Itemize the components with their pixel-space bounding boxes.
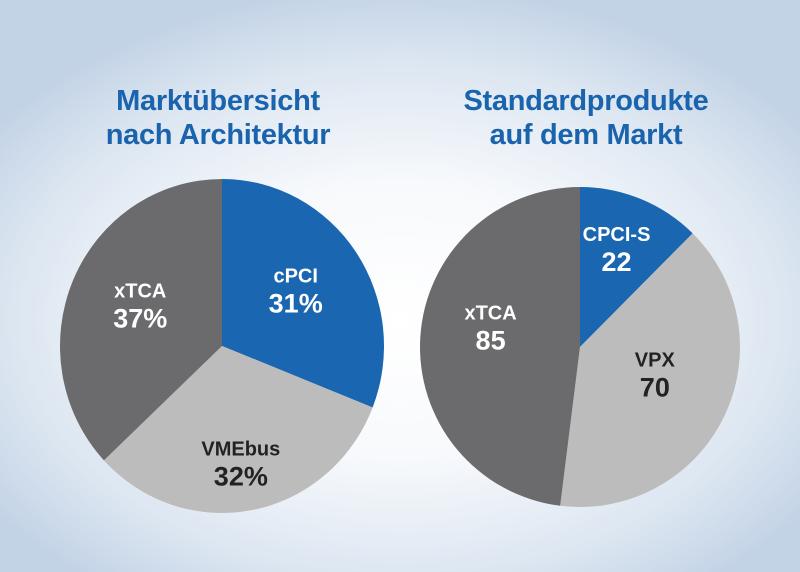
- slice-label-cpci-s: CPCI-S 22: [583, 224, 651, 277]
- slice-value: 31%: [269, 288, 323, 318]
- slice-value: 37%: [113, 304, 167, 334]
- slice-label-vpx: VPX 70: [635, 349, 676, 402]
- chart-title-line-1: Standardprodukte: [463, 85, 709, 117]
- pie-slice-xtca: [60, 179, 223, 461]
- slice-value: 32%: [214, 462, 268, 492]
- chart-title: Standardprodukte auf dem Markt: [400, 84, 772, 152]
- pie-slice-cpci: [222, 179, 384, 408]
- slice-label-xtca: xTCA 37%: [113, 281, 167, 334]
- chart-title-line-1: Marktübersicht: [116, 85, 320, 117]
- pie-svg: CPCI-S 22 VPX 70 xTCA 85: [420, 187, 740, 508]
- slice-value: 85: [476, 325, 506, 355]
- slice-name: CPCI-S: [583, 224, 651, 246]
- pie-slice-cpci-s: [580, 187, 693, 347]
- slice-value: 22: [602, 247, 632, 277]
- pie-slice-vmebus: [103, 346, 373, 513]
- slice-name: VPX: [635, 349, 676, 371]
- slice-name: VMEbus: [201, 439, 280, 461]
- pie-slice-xtca: [420, 187, 580, 506]
- chart-title-line-2: auf dem Markt: [489, 119, 683, 151]
- slice-name: xTCA: [114, 281, 166, 303]
- slice-label-vmebus: VMEbus 32%: [201, 439, 280, 492]
- slice-label-xtca: xTCA 85: [464, 302, 516, 355]
- pie-chart-architecture: Marktübersicht nach Architektur cPCI 31% V…: [38, 84, 398, 513]
- pie-svg: cPCI 31% VMEbus 32% xTCA 37%: [60, 179, 384, 513]
- pie-chart-products: Standardprodukte auf dem Markt CPCI-S 22 V…: [400, 0, 800, 572]
- chart-title: Marktübersicht nach Architektur: [38, 84, 398, 152]
- slice-value: 70: [640, 372, 670, 402]
- pie-slice-vpx: [560, 233, 740, 508]
- slice-label-cpci: cPCI 31%: [269, 265, 323, 318]
- slice-name: cPCI: [273, 265, 317, 287]
- chart-title-line-2: nach Architektur: [105, 119, 331, 151]
- slice-name: xTCA: [464, 302, 516, 324]
